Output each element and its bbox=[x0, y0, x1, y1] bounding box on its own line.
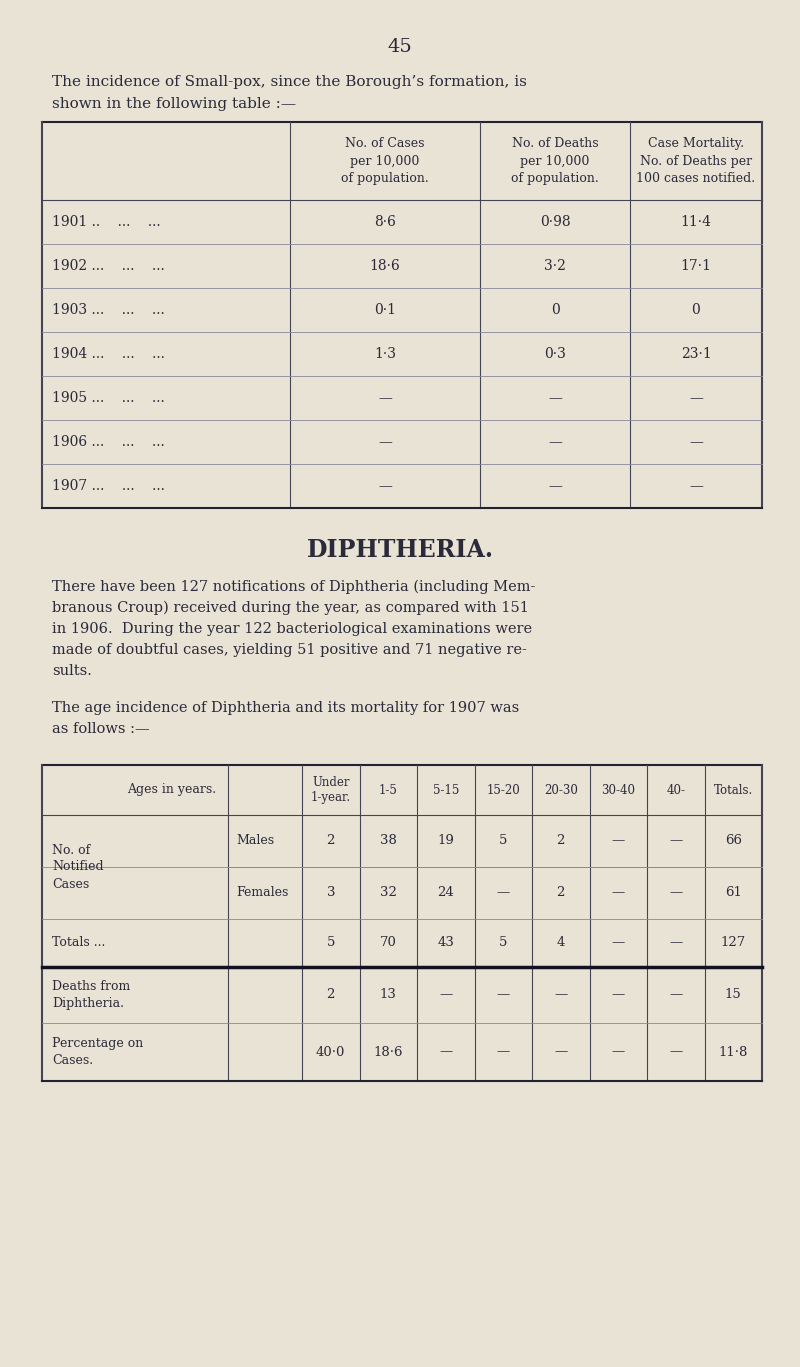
Text: 5: 5 bbox=[499, 834, 507, 848]
Text: 2: 2 bbox=[326, 834, 335, 848]
Text: —: — bbox=[612, 936, 625, 950]
Text: 1902 ...    ...    ...: 1902 ... ... ... bbox=[52, 258, 165, 273]
Text: 0: 0 bbox=[550, 303, 559, 317]
Text: 23·1: 23·1 bbox=[681, 347, 711, 361]
Text: 0: 0 bbox=[692, 303, 700, 317]
Text: 0·3: 0·3 bbox=[544, 347, 566, 361]
Text: —: — bbox=[554, 1046, 567, 1058]
Text: —: — bbox=[689, 435, 703, 448]
Text: —: — bbox=[378, 435, 392, 448]
Text: —: — bbox=[612, 1046, 625, 1058]
Text: 0·98: 0·98 bbox=[540, 215, 570, 230]
Text: 43: 43 bbox=[438, 936, 454, 950]
Text: 61: 61 bbox=[725, 887, 742, 899]
Text: 40-: 40- bbox=[666, 783, 686, 797]
Text: 4: 4 bbox=[557, 936, 565, 950]
Text: —: — bbox=[497, 887, 510, 899]
Text: 3: 3 bbox=[326, 887, 335, 899]
Text: Females: Females bbox=[236, 887, 288, 899]
Text: 30-40: 30-40 bbox=[602, 783, 635, 797]
Text: —: — bbox=[548, 435, 562, 448]
Text: —: — bbox=[669, 936, 682, 950]
Text: Ages in years.: Ages in years. bbox=[127, 783, 217, 797]
Text: 1904 ...    ...    ...: 1904 ... ... ... bbox=[52, 347, 165, 361]
Text: 1-5: 1-5 bbox=[379, 783, 398, 797]
Text: —: — bbox=[689, 391, 703, 405]
Text: Totals.: Totals. bbox=[714, 783, 753, 797]
Text: 17·1: 17·1 bbox=[681, 258, 711, 273]
Text: —: — bbox=[548, 391, 562, 405]
Text: —: — bbox=[554, 988, 567, 1002]
Text: 1907 ...    ...    ...: 1907 ... ... ... bbox=[52, 478, 165, 493]
Text: —: — bbox=[669, 988, 682, 1002]
Text: 24: 24 bbox=[438, 887, 454, 899]
Text: 2: 2 bbox=[557, 834, 565, 848]
Text: —: — bbox=[497, 1046, 510, 1058]
Text: 15-20: 15-20 bbox=[486, 783, 520, 797]
Text: 3·2: 3·2 bbox=[544, 258, 566, 273]
Text: There have been 127 notifications of Diphtheria (including Mem-: There have been 127 notifications of Dip… bbox=[52, 580, 535, 595]
Text: Males: Males bbox=[236, 834, 274, 848]
Text: 5: 5 bbox=[499, 936, 507, 950]
Text: —: — bbox=[439, 988, 452, 1002]
Text: 45: 45 bbox=[388, 38, 412, 56]
Text: Percentage on
Cases.: Percentage on Cases. bbox=[52, 1038, 143, 1068]
Text: 1905 ...    ...    ...: 1905 ... ... ... bbox=[52, 391, 165, 405]
Text: —: — bbox=[548, 478, 562, 493]
Text: 66: 66 bbox=[725, 834, 742, 848]
Text: as follows :—: as follows :— bbox=[52, 722, 150, 735]
Text: 11·8: 11·8 bbox=[718, 1046, 748, 1058]
Text: 1·3: 1·3 bbox=[374, 347, 396, 361]
Text: 15: 15 bbox=[725, 988, 742, 1002]
Text: 5: 5 bbox=[326, 936, 335, 950]
Text: branous Croup) received during the year, as compared with 151: branous Croup) received during the year,… bbox=[52, 601, 529, 615]
Text: 11·4: 11·4 bbox=[681, 215, 711, 230]
Text: —: — bbox=[378, 478, 392, 493]
Text: —: — bbox=[669, 834, 682, 848]
Text: DIPHTHERIA.: DIPHTHERIA. bbox=[306, 539, 494, 562]
Text: The incidence of Small-pox, since the Borough’s formation, is: The incidence of Small-pox, since the Bo… bbox=[52, 75, 527, 89]
Text: —: — bbox=[612, 834, 625, 848]
Text: —: — bbox=[497, 988, 510, 1002]
Text: —: — bbox=[612, 988, 625, 1002]
Text: 19: 19 bbox=[438, 834, 454, 848]
Text: 5-15: 5-15 bbox=[433, 783, 459, 797]
Text: 13: 13 bbox=[380, 988, 397, 1002]
Text: —: — bbox=[669, 887, 682, 899]
Text: The age incidence of Diphtheria and its mortality for 1907 was: The age incidence of Diphtheria and its … bbox=[52, 701, 519, 715]
Text: No. of Cases
per 10,000
of population.: No. of Cases per 10,000 of population. bbox=[341, 137, 429, 185]
Text: Under
1-year.: Under 1-year. bbox=[310, 775, 351, 805]
Text: made of doubtful cases, yielding 51 positive and 71 negative re-: made of doubtful cases, yielding 51 posi… bbox=[52, 642, 527, 658]
Text: 20-30: 20-30 bbox=[544, 783, 578, 797]
Text: 18·6: 18·6 bbox=[374, 1046, 403, 1058]
Text: 18·6: 18·6 bbox=[370, 258, 400, 273]
Text: 8·6: 8·6 bbox=[374, 215, 396, 230]
Text: —: — bbox=[378, 391, 392, 405]
Text: 127: 127 bbox=[721, 936, 746, 950]
Text: sults.: sults. bbox=[52, 664, 92, 678]
Text: —: — bbox=[612, 887, 625, 899]
Text: —: — bbox=[669, 1046, 682, 1058]
Text: 2: 2 bbox=[557, 887, 565, 899]
Text: —: — bbox=[689, 478, 703, 493]
Text: 1903 ...    ...    ...: 1903 ... ... ... bbox=[52, 303, 165, 317]
Text: 0·1: 0·1 bbox=[374, 303, 396, 317]
Text: shown in the following table :—: shown in the following table :— bbox=[52, 97, 296, 111]
Text: 40·0: 40·0 bbox=[316, 1046, 346, 1058]
Text: 32: 32 bbox=[380, 887, 397, 899]
Text: 70: 70 bbox=[380, 936, 397, 950]
Text: No. of
Notified
Cases: No. of Notified Cases bbox=[52, 843, 104, 890]
Text: in 1906.  During the year 122 bacteriological examinations were: in 1906. During the year 122 bacteriolog… bbox=[52, 622, 532, 636]
Text: —: — bbox=[439, 1046, 452, 1058]
Text: No. of Deaths
per 10,000
of population.: No. of Deaths per 10,000 of population. bbox=[511, 137, 599, 185]
Text: 1901 ..    ...    ...: 1901 .. ... ... bbox=[52, 215, 161, 230]
Text: Deaths from
Diphtheria.: Deaths from Diphtheria. bbox=[52, 980, 130, 1010]
Text: Totals ...: Totals ... bbox=[52, 936, 106, 950]
Text: 1906 ...    ...    ...: 1906 ... ... ... bbox=[52, 435, 165, 448]
Text: Case Mortality.
No. of Deaths per
100 cases notified.: Case Mortality. No. of Deaths per 100 ca… bbox=[637, 137, 755, 185]
Text: 38: 38 bbox=[380, 834, 397, 848]
Text: 2: 2 bbox=[326, 988, 335, 1002]
